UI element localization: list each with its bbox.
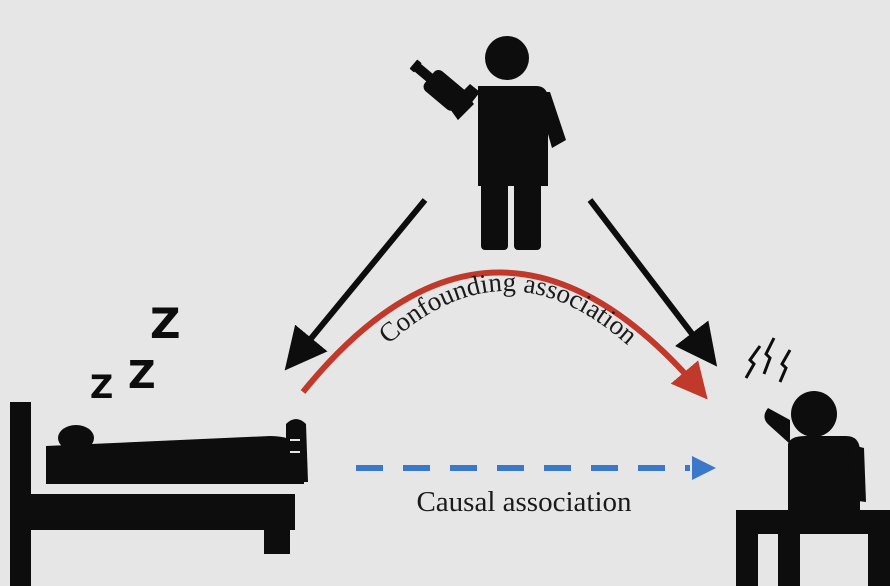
sleep-letter-small: Z <box>90 368 113 406</box>
person-in-bed-icon <box>10 402 308 586</box>
causal-arrowhead <box>692 456 716 480</box>
arrow-confounder-to-stress <box>587 198 718 367</box>
causal-association-label: Causal association <box>416 486 632 518</box>
stressed-person-icon <box>736 391 890 586</box>
confounding-association-arrow <box>300 269 708 400</box>
sleep-letter-large: Z <box>150 299 180 348</box>
person-drinking-icon <box>409 36 566 250</box>
leg-gap <box>800 534 820 586</box>
foot-detail <box>290 439 300 453</box>
sleep-letter-medium: Z <box>128 353 156 397</box>
lightning-icon <box>744 337 792 383</box>
confounding-association-label: Confounding association <box>373 267 644 350</box>
arrow-confounder-to-sleep <box>284 198 428 371</box>
